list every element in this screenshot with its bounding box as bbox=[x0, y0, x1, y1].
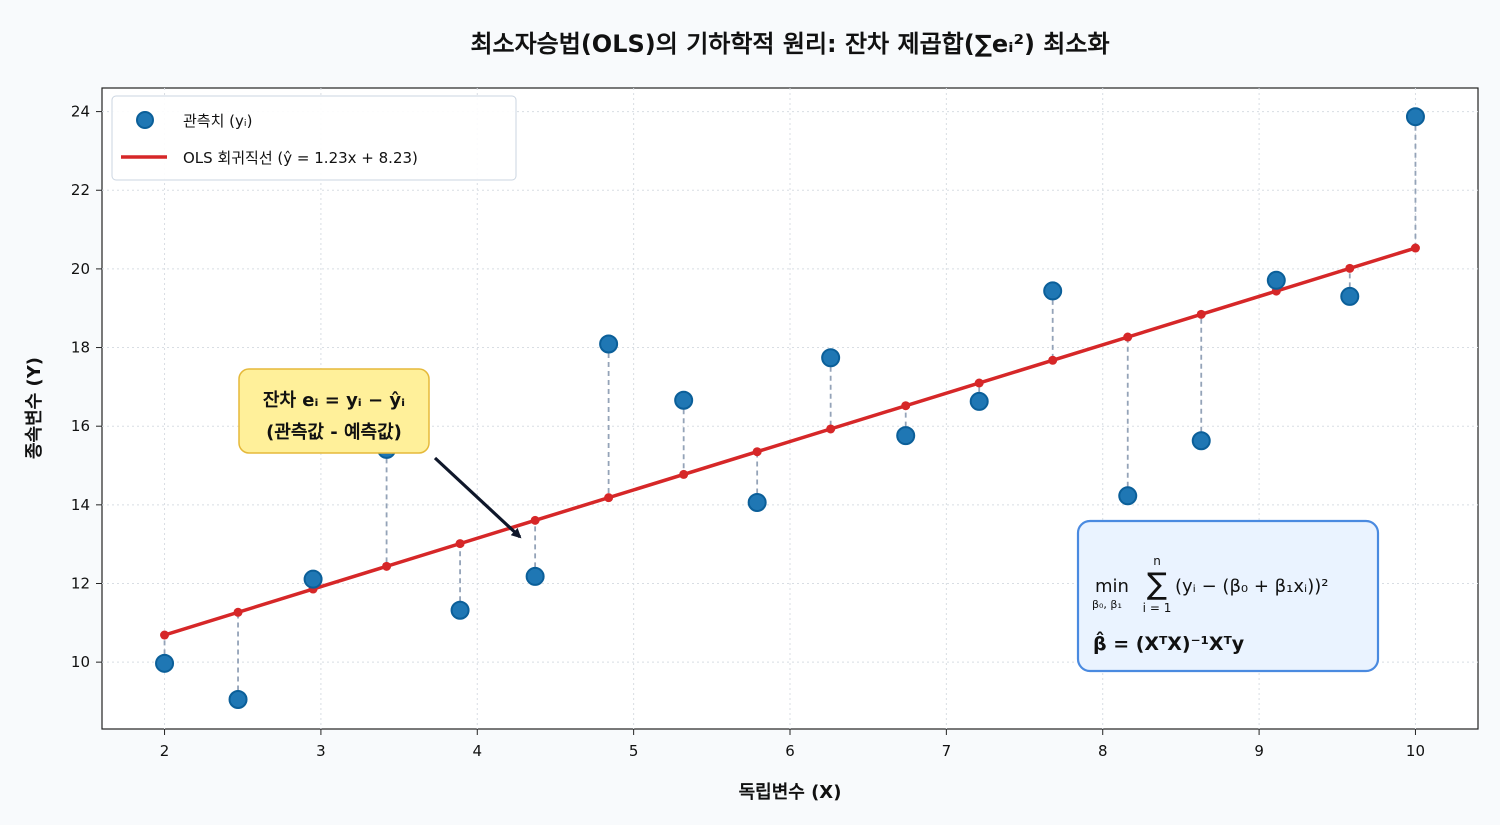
observation-point bbox=[1266, 270, 1286, 290]
x-tick-label: 8 bbox=[1098, 742, 1108, 760]
x-tick-label: 10 bbox=[1406, 742, 1425, 760]
x-tick-label: 6 bbox=[785, 742, 795, 760]
x-axis-label: 독립변수 (X) bbox=[739, 782, 842, 803]
chart-title: 최소자승법(OLS)의 기하학적 원리: 잔차 제곱합(∑eᵢ²) 최소화 bbox=[470, 30, 1109, 58]
legend-box bbox=[111, 95, 517, 181]
predicted-point bbox=[1048, 355, 1058, 365]
predicted-point bbox=[1123, 332, 1133, 342]
x-tick-label: 5 bbox=[629, 742, 639, 760]
predicted-point bbox=[382, 561, 392, 571]
predicted-point bbox=[604, 493, 614, 503]
y-tick-label: 20 bbox=[71, 260, 90, 278]
y-tick-label: 14 bbox=[71, 496, 90, 514]
predicted-point bbox=[233, 607, 243, 617]
y-tick-label: 16 bbox=[71, 417, 90, 435]
predicted-point bbox=[1410, 243, 1420, 253]
formula-box: min β₀, β₁ n ∑ i = 1 (yᵢ − (β₀ + β₁xᵢ))²… bbox=[1076, 519, 1380, 673]
observation-point bbox=[747, 492, 767, 512]
legend-label-regression: OLS 회귀직선 (ŷ = 1.23x + 8.23) bbox=[183, 149, 418, 167]
y-axis-ticks: 10 12 14 16 18 20 22 24 bbox=[71, 103, 102, 671]
predicted-point bbox=[455, 539, 465, 549]
predicted-point bbox=[826, 424, 836, 434]
x-tick-label: 3 bbox=[316, 742, 326, 760]
observation-point bbox=[1043, 281, 1063, 301]
observation-point bbox=[821, 348, 841, 368]
x-tick-label: 7 bbox=[942, 742, 952, 760]
observation-point bbox=[674, 390, 694, 410]
observation-point bbox=[228, 690, 248, 710]
legend-marker-observations bbox=[136, 111, 154, 129]
x-tick-label: 4 bbox=[472, 742, 482, 760]
annotation-box bbox=[238, 368, 430, 454]
y-axis-label: 종속변수 (Y) bbox=[24, 357, 45, 459]
observation-point bbox=[1340, 286, 1360, 306]
observation-point bbox=[155, 653, 175, 673]
y-tick-label: 18 bbox=[71, 339, 90, 357]
x-tick-label: 2 bbox=[160, 742, 170, 760]
legend-label-observations: 관측치 (yᵢ) bbox=[183, 112, 252, 130]
x-axis-ticks: 2 3 4 5 6 7 8 9 10 bbox=[160, 729, 1425, 760]
observation-point bbox=[450, 600, 470, 620]
observation-point bbox=[525, 566, 545, 586]
observation-points bbox=[155, 107, 1425, 710]
residual-annotation: 잔차 eᵢ = yᵢ − ŷᵢ (관측값 - 예측값) bbox=[238, 368, 522, 539]
annotation-arrow bbox=[433, 456, 522, 539]
y-tick-label: 22 bbox=[71, 181, 90, 199]
predicted-point bbox=[160, 630, 170, 640]
predicted-point bbox=[530, 515, 540, 525]
formula-sum-bottom: i = 1 bbox=[1143, 601, 1172, 615]
observation-point bbox=[1118, 486, 1138, 506]
legend: 관측치 (yᵢ) OLS 회귀직선 (ŷ = 1.23x + 8.23) bbox=[111, 95, 517, 181]
predicted-point bbox=[752, 447, 762, 457]
predicted-point bbox=[1196, 309, 1206, 319]
summation-icon: ∑ bbox=[1147, 567, 1167, 602]
x-tick-label: 9 bbox=[1254, 742, 1264, 760]
formula-min: min bbox=[1095, 576, 1129, 597]
observation-point bbox=[303, 569, 323, 589]
predicted-point bbox=[679, 469, 689, 479]
y-tick-label: 10 bbox=[71, 653, 90, 671]
observation-point bbox=[1191, 431, 1211, 451]
predicted-point bbox=[901, 401, 911, 411]
formula-estimator: β̂ = (XᵀX)⁻¹Xᵀy bbox=[1093, 631, 1245, 655]
formula-sum-top: n bbox=[1153, 554, 1161, 568]
observation-point bbox=[896, 426, 916, 446]
observation-point bbox=[1405, 107, 1425, 127]
observation-point bbox=[969, 391, 989, 411]
y-tick-label: 12 bbox=[71, 574, 90, 592]
observation-point bbox=[599, 334, 619, 354]
formula-objective: (yᵢ − (β₀ + β₁xᵢ))² bbox=[1175, 576, 1329, 597]
predicted-point bbox=[974, 378, 984, 388]
annotation-line-2: (관측값 - 예측값) bbox=[266, 422, 402, 443]
formula-min-subscript: β₀, β₁ bbox=[1092, 598, 1122, 611]
y-tick-label: 24 bbox=[71, 103, 90, 121]
regression-line bbox=[164, 246, 1416, 637]
predicted-point bbox=[1345, 263, 1355, 273]
annotation-line-1: 잔차 eᵢ = yᵢ − ŷᵢ bbox=[263, 390, 405, 411]
formula-box-background bbox=[1076, 519, 1380, 673]
